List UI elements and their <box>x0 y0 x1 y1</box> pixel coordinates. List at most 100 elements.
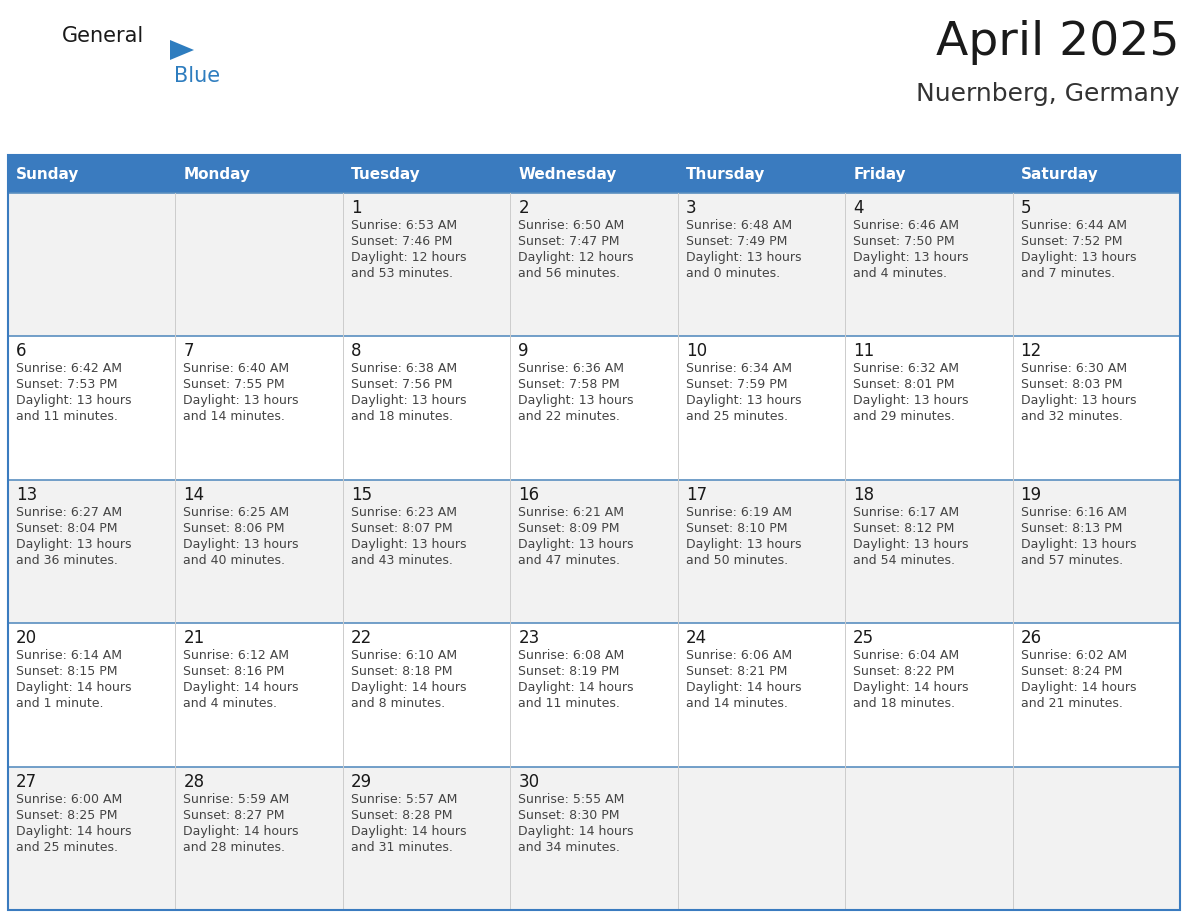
Text: 15: 15 <box>350 486 372 504</box>
Text: 27: 27 <box>15 773 37 790</box>
Text: Sunset: 7:52 PM: Sunset: 7:52 PM <box>1020 235 1123 248</box>
Text: Daylight: 14 hours: Daylight: 14 hours <box>518 824 633 837</box>
Text: Daylight: 14 hours: Daylight: 14 hours <box>518 681 633 694</box>
Text: Sunrise: 6:42 AM: Sunrise: 6:42 AM <box>15 363 122 375</box>
Text: Sunset: 8:07 PM: Sunset: 8:07 PM <box>350 521 453 535</box>
Text: Nuernberg, Germany: Nuernberg, Germany <box>916 82 1180 106</box>
Text: Sunrise: 6:23 AM: Sunrise: 6:23 AM <box>350 506 457 519</box>
Text: and 36 minutes.: and 36 minutes. <box>15 554 118 566</box>
Text: 11: 11 <box>853 342 874 361</box>
Bar <box>511 155 677 193</box>
Text: Blue: Blue <box>173 66 220 86</box>
Text: Sunrise: 6:25 AM: Sunrise: 6:25 AM <box>183 506 290 519</box>
Text: 2: 2 <box>518 199 529 217</box>
Text: Sunrise: 6:50 AM: Sunrise: 6:50 AM <box>518 219 625 232</box>
Text: and 0 minutes.: and 0 minutes. <box>685 267 779 280</box>
Text: Daylight: 13 hours: Daylight: 13 hours <box>853 395 968 408</box>
Text: 21: 21 <box>183 629 204 647</box>
Text: and 53 minutes.: and 53 minutes. <box>350 267 453 280</box>
Text: Sunset: 8:21 PM: Sunset: 8:21 PM <box>685 666 788 678</box>
Text: Daylight: 13 hours: Daylight: 13 hours <box>1020 538 1136 551</box>
Text: Daylight: 13 hours: Daylight: 13 hours <box>685 395 801 408</box>
Text: and 11 minutes.: and 11 minutes. <box>15 410 118 423</box>
Text: and 43 minutes.: and 43 minutes. <box>350 554 453 566</box>
Text: Sunrise: 6:04 AM: Sunrise: 6:04 AM <box>853 649 959 662</box>
Text: and 18 minutes.: and 18 minutes. <box>853 697 955 711</box>
Text: Daylight: 14 hours: Daylight: 14 hours <box>1020 681 1136 694</box>
Text: Daylight: 13 hours: Daylight: 13 hours <box>853 251 968 264</box>
Text: Sunset: 8:01 PM: Sunset: 8:01 PM <box>853 378 955 391</box>
Text: and 18 minutes.: and 18 minutes. <box>350 410 453 423</box>
Text: Daylight: 13 hours: Daylight: 13 hours <box>183 538 299 551</box>
Text: and 14 minutes.: and 14 minutes. <box>183 410 285 423</box>
Text: Sunrise: 6:10 AM: Sunrise: 6:10 AM <box>350 649 457 662</box>
Text: April 2025: April 2025 <box>936 20 1180 65</box>
Text: Sunrise: 6:40 AM: Sunrise: 6:40 AM <box>183 363 290 375</box>
Bar <box>8 767 1180 910</box>
Text: and 40 minutes.: and 40 minutes. <box>183 554 285 566</box>
Text: and 32 minutes.: and 32 minutes. <box>1020 410 1123 423</box>
Text: 16: 16 <box>518 486 539 504</box>
Text: Daylight: 14 hours: Daylight: 14 hours <box>685 681 801 694</box>
Text: and 22 minutes.: and 22 minutes. <box>518 410 620 423</box>
Text: Sunrise: 6:14 AM: Sunrise: 6:14 AM <box>15 649 122 662</box>
Text: 28: 28 <box>183 773 204 790</box>
Text: Sunrise: 6:21 AM: Sunrise: 6:21 AM <box>518 506 624 519</box>
Text: Sunset: 8:27 PM: Sunset: 8:27 PM <box>183 809 285 822</box>
Text: Tuesday: Tuesday <box>350 166 421 182</box>
Bar <box>343 155 511 193</box>
Text: Daylight: 14 hours: Daylight: 14 hours <box>15 681 132 694</box>
Text: Sunset: 7:50 PM: Sunset: 7:50 PM <box>853 235 955 248</box>
Text: 3: 3 <box>685 199 696 217</box>
Text: Monday: Monday <box>183 166 251 182</box>
Text: Sunset: 8:24 PM: Sunset: 8:24 PM <box>1020 666 1121 678</box>
Text: Sunset: 8:03 PM: Sunset: 8:03 PM <box>1020 378 1123 391</box>
Text: 20: 20 <box>15 629 37 647</box>
Text: Daylight: 13 hours: Daylight: 13 hours <box>518 538 633 551</box>
Text: 13: 13 <box>15 486 37 504</box>
Text: Sunset: 8:16 PM: Sunset: 8:16 PM <box>183 666 285 678</box>
Text: 12: 12 <box>1020 342 1042 361</box>
Text: Daylight: 14 hours: Daylight: 14 hours <box>183 824 299 837</box>
Text: and 1 minute.: and 1 minute. <box>15 697 103 711</box>
Text: Sunset: 8:13 PM: Sunset: 8:13 PM <box>1020 521 1121 535</box>
Text: Daylight: 14 hours: Daylight: 14 hours <box>350 824 467 837</box>
Text: 1: 1 <box>350 199 361 217</box>
Text: Daylight: 14 hours: Daylight: 14 hours <box>183 681 299 694</box>
Text: Daylight: 13 hours: Daylight: 13 hours <box>518 395 633 408</box>
Text: Sunrise: 6:34 AM: Sunrise: 6:34 AM <box>685 363 791 375</box>
Text: 9: 9 <box>518 342 529 361</box>
Text: and 56 minutes.: and 56 minutes. <box>518 267 620 280</box>
Text: Sunrise: 6:27 AM: Sunrise: 6:27 AM <box>15 506 122 519</box>
Text: Sunrise: 6:44 AM: Sunrise: 6:44 AM <box>1020 219 1126 232</box>
Text: Daylight: 12 hours: Daylight: 12 hours <box>518 251 633 264</box>
Text: Sunset: 7:53 PM: Sunset: 7:53 PM <box>15 378 118 391</box>
Text: and 14 minutes.: and 14 minutes. <box>685 697 788 711</box>
Text: and 8 minutes.: and 8 minutes. <box>350 697 446 711</box>
Text: Sunrise: 6:30 AM: Sunrise: 6:30 AM <box>1020 363 1126 375</box>
Text: Daylight: 13 hours: Daylight: 13 hours <box>685 538 801 551</box>
Bar <box>8 155 1180 910</box>
Text: Sunset: 7:59 PM: Sunset: 7:59 PM <box>685 378 788 391</box>
Text: 24: 24 <box>685 629 707 647</box>
Text: 18: 18 <box>853 486 874 504</box>
Text: Sunset: 8:06 PM: Sunset: 8:06 PM <box>183 521 285 535</box>
Text: Sunset: 8:04 PM: Sunset: 8:04 PM <box>15 521 118 535</box>
Text: Sunrise: 6:00 AM: Sunrise: 6:00 AM <box>15 792 122 806</box>
Text: and 25 minutes.: and 25 minutes. <box>685 410 788 423</box>
Text: Daylight: 12 hours: Daylight: 12 hours <box>350 251 467 264</box>
Text: Sunset: 8:09 PM: Sunset: 8:09 PM <box>518 521 620 535</box>
Text: Friday: Friday <box>853 166 905 182</box>
Text: 4: 4 <box>853 199 864 217</box>
Text: Sunrise: 6:46 AM: Sunrise: 6:46 AM <box>853 219 959 232</box>
Text: and 25 minutes.: and 25 minutes. <box>15 841 118 854</box>
Text: Daylight: 13 hours: Daylight: 13 hours <box>685 251 801 264</box>
Text: 30: 30 <box>518 773 539 790</box>
Text: Sunrise: 6:32 AM: Sunrise: 6:32 AM <box>853 363 959 375</box>
Text: Daylight: 13 hours: Daylight: 13 hours <box>350 395 467 408</box>
Text: 17: 17 <box>685 486 707 504</box>
Text: and 57 minutes.: and 57 minutes. <box>1020 554 1123 566</box>
Text: 5: 5 <box>1020 199 1031 217</box>
Text: Saturday: Saturday <box>1020 166 1099 182</box>
Text: Daylight: 13 hours: Daylight: 13 hours <box>15 395 132 408</box>
